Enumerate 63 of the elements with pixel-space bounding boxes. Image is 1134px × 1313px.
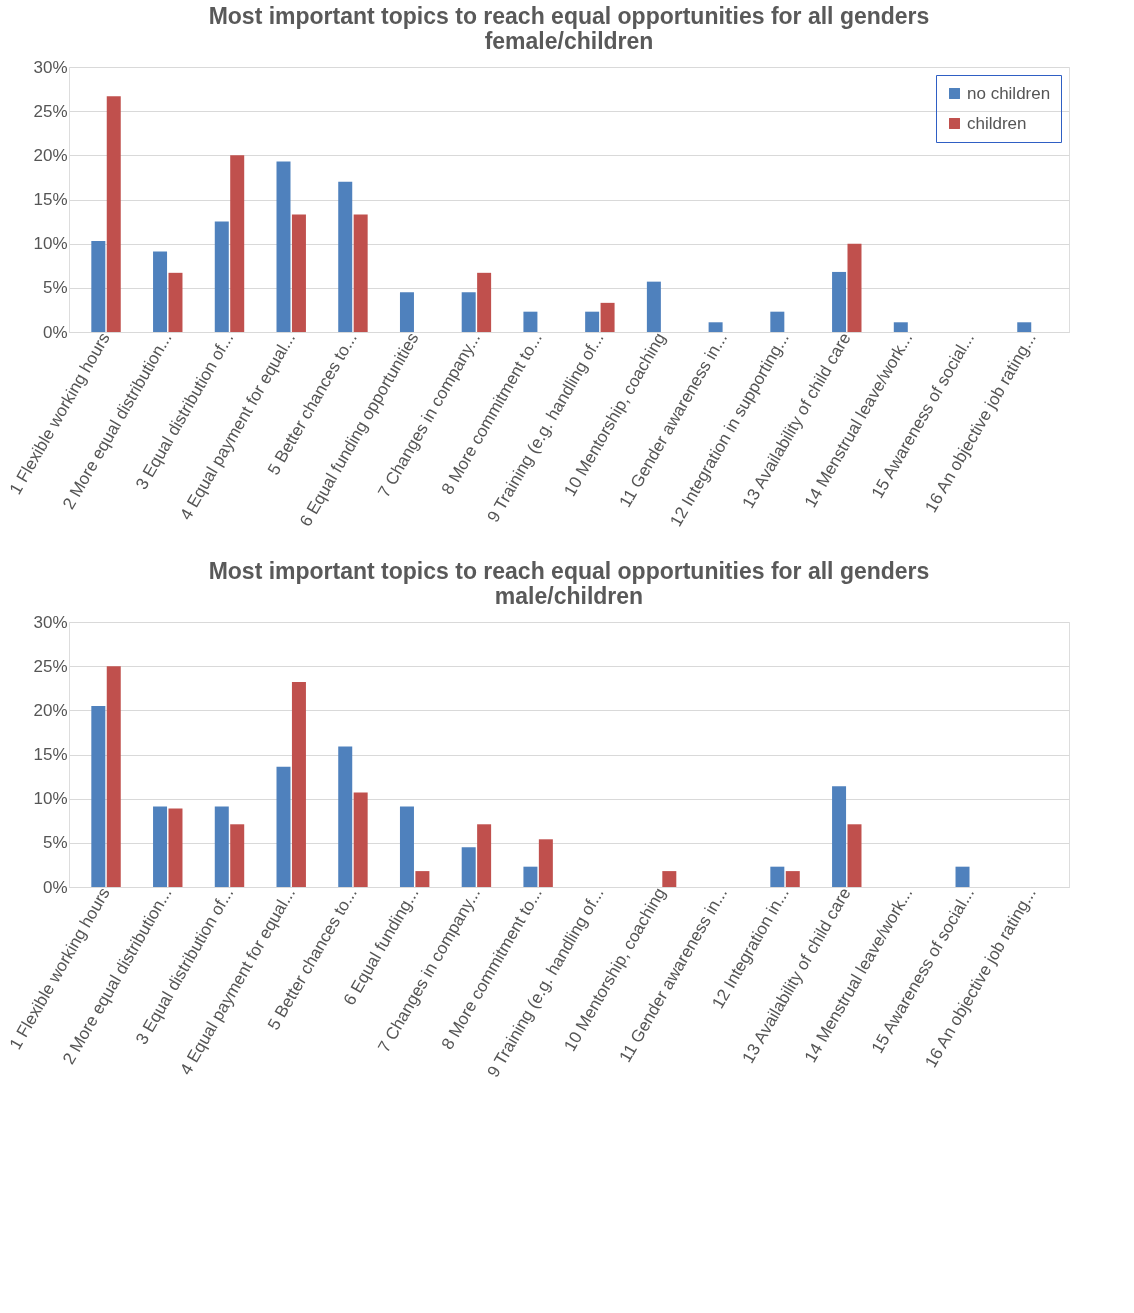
bar [91,241,106,332]
bar [832,786,847,887]
bar [847,824,862,887]
chart-title: Most important topics to reach equal opportunities for all genders female/children [208,3,930,54]
y-tick-label: 30% [33,612,68,632]
bar [600,302,615,332]
bar [1017,322,1032,332]
bar [523,311,538,332]
y-tick-label: 15% [33,745,68,764]
y-tick-label: 10% [33,789,68,809]
legend-label: children [967,113,1027,133]
y-tick-label: 0% [42,322,68,342]
bar [646,281,661,332]
bar [353,214,368,332]
bar [214,806,229,887]
y-tick-label: 20% [33,700,68,720]
bar [106,666,121,887]
bar [415,871,430,887]
bar [523,866,538,887]
bar [585,311,600,332]
bar [291,682,306,887]
y-tick-label: 5% [42,278,68,298]
bar [291,214,306,332]
bar [276,161,291,332]
bar [955,866,970,887]
bar [399,292,414,332]
bar [214,221,229,332]
y-tick-label: 10% [33,234,68,254]
bar [847,243,862,332]
bar [106,96,121,332]
bar [338,746,353,887]
bar [708,322,723,332]
y-tick-label: 15% [33,190,68,209]
bar [770,311,785,332]
bar [893,322,908,332]
bar [353,792,368,887]
y-tick-label: 25% [33,656,68,676]
legend-label: no children [967,83,1051,103]
bar [461,292,476,332]
bar [276,766,291,887]
bar [770,866,785,887]
y-tick-label: 20% [33,145,68,165]
bar [153,251,168,332]
bar [785,871,800,887]
bar [230,155,245,332]
bar [477,824,492,887]
bar [230,824,245,887]
y-tick-label: 25% [33,101,68,121]
bar [538,839,553,887]
bar [168,272,183,332]
bar [168,808,183,887]
bar [461,847,476,887]
y-tick-label: 30% [33,57,68,77]
bar [153,806,168,887]
bar [477,272,492,332]
chart-title: Most important topics to reach equal opportunities for all genders male/children [208,558,930,609]
bar [832,271,847,332]
y-tick-label: 0% [42,877,68,897]
bar [338,181,353,332]
bar [91,705,106,887]
bar [399,806,414,887]
bar [662,871,677,887]
y-tick-label: 5% [42,833,68,853]
